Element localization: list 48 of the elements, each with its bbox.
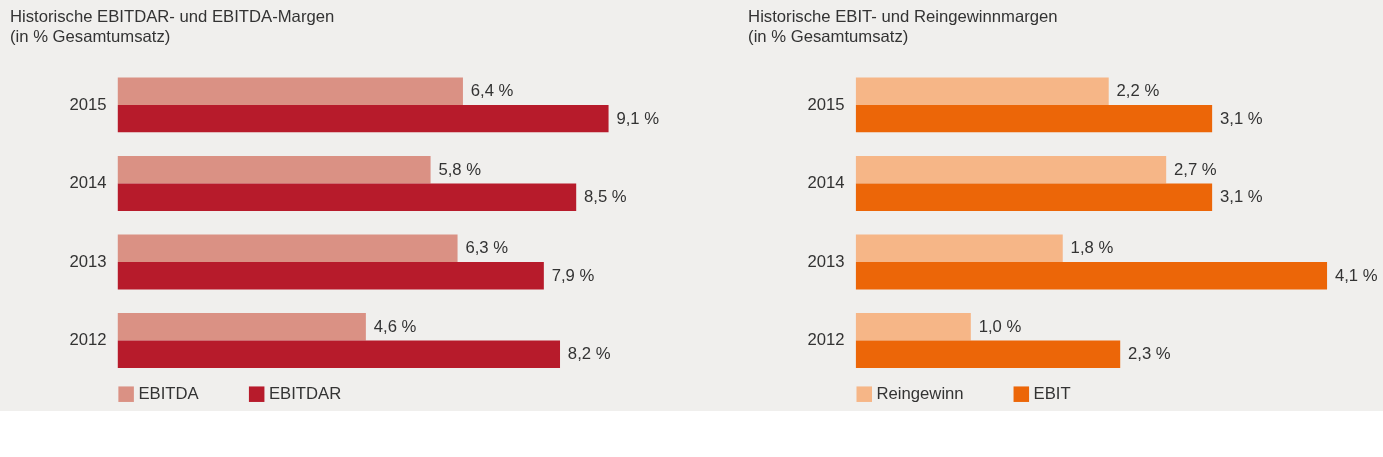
data-label: 2,7 % (1174, 159, 1217, 179)
data-label: 8,5 % (584, 187, 627, 207)
chart-subtitle: (in % Gesamtumsatz) (748, 27, 909, 47)
bar (117, 77, 463, 105)
bar (117, 104, 609, 133)
bar (855, 340, 1121, 368)
bar (855, 155, 1167, 184)
bar (117, 183, 577, 211)
data-label: 9,1 % (616, 108, 660, 128)
y-tick-label: 2015 (69, 94, 107, 114)
legend-label: EBITDAR (268, 384, 342, 404)
y-tick-label: 2013 (807, 251, 845, 271)
bar (117, 234, 458, 262)
data-label: 2,3 % (1128, 344, 1171, 364)
bar (855, 234, 1063, 262)
y-tick-label: 2012 (807, 330, 845, 350)
bar (855, 183, 1213, 211)
data-label: 6,3 % (465, 238, 509, 258)
legend-label: Reingewinn (876, 384, 964, 404)
legend-label: EBIT (1033, 384, 1071, 404)
data-label: 6,4 % (470, 81, 514, 101)
chart-subtitle: (in % Gesamtumsatz) (9, 27, 171, 47)
bar (117, 155, 431, 184)
y-tick-label: 2015 (807, 94, 845, 114)
bar (855, 77, 1109, 105)
bar (117, 261, 544, 290)
data-label: 7,9 % (551, 265, 595, 285)
bar (117, 312, 366, 341)
bar (855, 312, 971, 341)
legend-label: EBITDA (138, 384, 200, 404)
data-label: 5,8 % (438, 159, 482, 179)
data-label: 2,2 % (1116, 81, 1160, 101)
y-tick-label: 2014 (69, 173, 107, 193)
chart-title: Historische EBIT- und Reingewinnmargen (748, 7, 1058, 27)
data-label: 3,1 % (1219, 187, 1263, 207)
chart-title: Historische EBITDAR- und EBITDA-Margen (9, 7, 335, 27)
bar (117, 340, 561, 368)
data-label: 1,8 % (1070, 238, 1114, 258)
bar (855, 104, 1213, 133)
data-label: 3,1 % (1219, 108, 1263, 128)
data-label: 8,2 % (567, 344, 611, 364)
data-label: 1,0 % (978, 316, 1022, 336)
y-tick-label: 2013 (69, 251, 107, 271)
bar (855, 261, 1328, 290)
data-label: 4,1 % (1334, 265, 1378, 285)
data-label: 4,6 % (373, 316, 417, 336)
y-tick-label: 2014 (807, 173, 845, 193)
y-tick-label: 2012 (69, 330, 107, 350)
